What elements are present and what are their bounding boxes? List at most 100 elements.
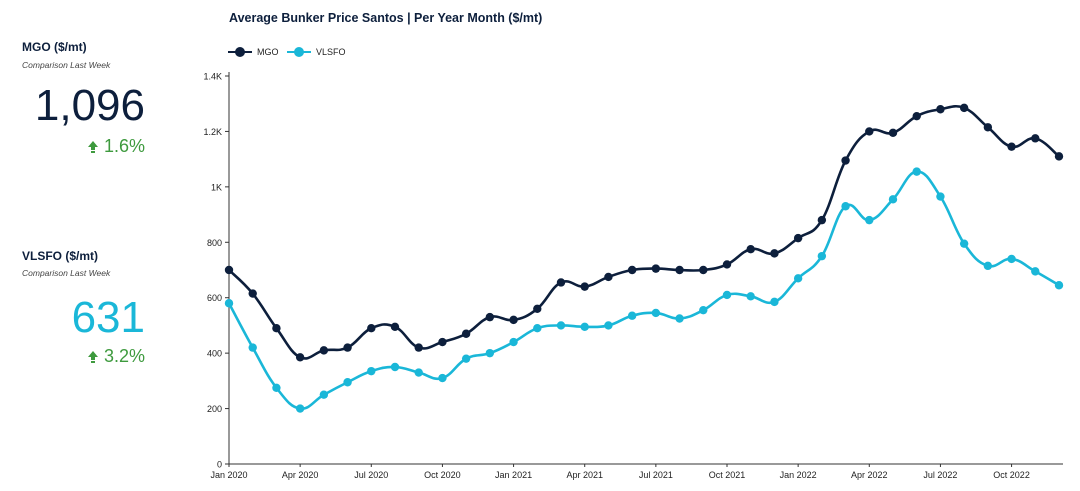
- data-point-mgo: [1031, 134, 1040, 143]
- legend-item-mgo[interactable]: MGO: [228, 47, 279, 57]
- y-tick-label: 400: [207, 349, 222, 359]
- data-point-vlsfo: [722, 290, 732, 300]
- data-point-mgo: [651, 264, 661, 273]
- vlsfo-kpi-value: 631: [71, 293, 145, 342]
- data-point-vlsfo: [746, 292, 755, 301]
- data-point-vlsfo: [367, 366, 376, 376]
- x-tick-label: Jul 2021: [639, 470, 673, 480]
- data-point-vlsfo: [817, 251, 827, 261]
- x-tick-label: Apr 2022: [851, 470, 888, 480]
- legend-swatch-mgo: [228, 47, 252, 57]
- data-point-mgo: [770, 249, 779, 258]
- data-point-mgo: [936, 105, 945, 114]
- data-point-mgo: [722, 260, 732, 269]
- x-tick-label: Jul 2020: [354, 470, 388, 480]
- data-point-mgo: [699, 265, 708, 275]
- vlsfo-kpi-title: VLSFO ($/mt): [22, 249, 99, 263]
- data-point-vlsfo: [509, 337, 518, 347]
- y-tick-label: 1.2K: [203, 127, 222, 137]
- mgo-kpi-title: MGO ($/mt): [22, 40, 87, 54]
- data-point-mgo: [367, 324, 376, 333]
- data-point-mgo: [390, 322, 400, 332]
- mgo-kpi-subtitle: Comparison Last Week: [22, 60, 111, 70]
- mgo-kpi-change: 1.6%: [103, 136, 145, 156]
- y-tick-label: 200: [207, 404, 222, 414]
- mgo-kpi-value: 1,096: [34, 81, 145, 130]
- legend-swatch-vlsfo: [287, 47, 311, 57]
- y-tick-label: 0: [217, 460, 222, 470]
- data-point-mgo: [817, 215, 827, 225]
- data-point-mgo: [319, 346, 329, 355]
- data-point-vlsfo: [841, 202, 850, 211]
- x-tick-label: Oct 2021: [709, 470, 746, 480]
- data-point-mgo: [959, 103, 969, 113]
- data-point-vlsfo: [604, 321, 613, 330]
- vlsfo-kpi-change: 3.2%: [103, 346, 145, 366]
- data-point-vlsfo: [651, 308, 661, 318]
- data-point-vlsfo: [959, 239, 969, 248]
- data-point-mgo: [414, 343, 423, 352]
- data-point-mgo: [580, 282, 589, 291]
- data-point-vlsfo: [533, 324, 542, 333]
- data-point-mgo: [793, 233, 803, 243]
- y-tick-label: 1K: [211, 182, 222, 192]
- y-tick-label: 800: [207, 238, 222, 248]
- data-point-mgo: [627, 265, 637, 275]
- data-point-vlsfo: [461, 354, 471, 363]
- x-tick-label: Apr 2021: [566, 470, 603, 480]
- data-point-vlsfo: [770, 297, 779, 307]
- x-tick-label: Jul 2022: [923, 470, 957, 480]
- data-point-mgo: [983, 123, 993, 132]
- data-point-mgo: [888, 128, 898, 138]
- data-point-mgo: [485, 312, 495, 322]
- data-point-vlsfo: [343, 378, 352, 387]
- data-point-mgo: [461, 329, 471, 338]
- data-point-vlsfo: [438, 373, 447, 383]
- data-point-vlsfo: [936, 192, 945, 201]
- data-point-mgo: [1007, 142, 1016, 151]
- series-line-vlsfo: [227, 170, 1061, 410]
- data-point-vlsfo: [627, 311, 637, 320]
- data-point-vlsfo: [699, 305, 708, 315]
- data-point-vlsfo: [319, 390, 329, 399]
- data-point-vlsfo: [912, 167, 921, 176]
- data-point-mgo: [533, 304, 542, 313]
- y-tick-label: 600: [207, 293, 222, 303]
- data-point-mgo: [1054, 152, 1064, 161]
- data-point-vlsfo: [248, 343, 257, 352]
- x-tick-label: Apr 2020: [282, 470, 319, 480]
- data-point-mgo: [248, 289, 257, 298]
- data-point-vlsfo: [556, 321, 566, 330]
- data-point-vlsfo: [1007, 254, 1016, 264]
- x-tick-label: Jan 2020: [210, 470, 247, 480]
- legend-item-vlsfo[interactable]: VLSFO: [287, 47, 346, 57]
- x-tick-label: Jan 2022: [780, 470, 817, 480]
- data-point-mgo: [556, 278, 566, 287]
- x-tick-label: Oct 2020: [424, 470, 461, 480]
- data-point-mgo: [272, 324, 281, 333]
- data-point-mgo: [675, 265, 684, 275]
- arrow-up-icon: [87, 141, 98, 153]
- data-point-vlsfo: [793, 274, 803, 283]
- data-point-vlsfo: [675, 314, 684, 323]
- vlsfo-kpi-subtitle: Comparison Last Week: [22, 268, 111, 278]
- data-point-vlsfo: [1054, 281, 1064, 290]
- data-point-vlsfo: [983, 261, 993, 271]
- data-point-vlsfo: [224, 299, 234, 308]
- data-point-vlsfo: [272, 383, 281, 392]
- series-line-mgo: [227, 104, 1061, 360]
- data-point-vlsfo: [888, 195, 898, 204]
- data-point-vlsfo: [580, 322, 589, 332]
- data-point-mgo: [438, 337, 447, 347]
- x-tick-label: Jan 2021: [495, 470, 532, 480]
- data-point-mgo: [509, 315, 518, 325]
- data-point-vlsfo: [390, 362, 400, 372]
- data-point-vlsfo: [865, 215, 874, 225]
- y-tick-label: 1.4K: [203, 72, 222, 82]
- legend-label-vlsfo: VLSFO: [316, 47, 346, 57]
- data-point-vlsfo: [414, 368, 423, 377]
- arrow-up-icon: [87, 351, 98, 363]
- data-point-mgo: [604, 272, 613, 282]
- legend-label-mgo: MGO: [257, 47, 279, 57]
